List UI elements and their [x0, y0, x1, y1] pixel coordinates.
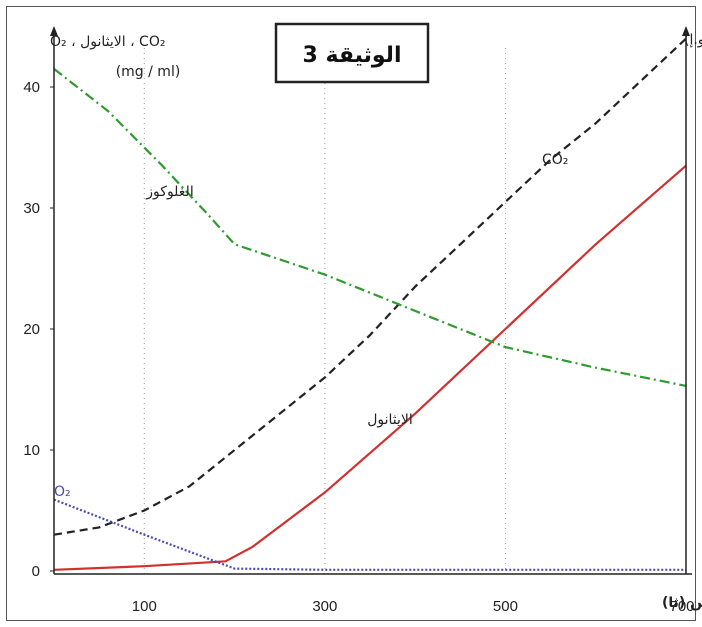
y-tick-label-40: 40	[23, 79, 40, 96]
tick-labels: 0 10 20 30 40 100 300 500 700	[23, 79, 694, 615]
y-axis-left-arrow	[50, 26, 58, 36]
x-axis-label: الزمن (ثا)	[662, 595, 702, 611]
chart-title: الوثيقة 3	[303, 43, 402, 68]
series-label-co2: CO₂	[542, 152, 568, 168]
y-tick-label-10: 10	[23, 442, 40, 459]
series-layer	[53, 37, 687, 571]
x-tick-label-500: 500	[493, 598, 518, 615]
y-tick-label-20: 20	[23, 321, 40, 338]
x-tick-label-100: 100	[132, 598, 157, 615]
chart-frame	[6, 6, 696, 621]
left-axis-unit: (mg / ml)	[116, 64, 181, 80]
y-axis-right-arrow	[682, 26, 690, 36]
series-label-glucose: الغلوكوز	[145, 184, 193, 200]
x-tick-label-700: 700	[669, 598, 694, 615]
x-tick-label-300: 300	[312, 598, 337, 615]
series-label-ethanol: الايثانول	[367, 412, 413, 428]
series-label-o2: O₂	[54, 484, 71, 500]
y-tick-label-30: 30	[23, 200, 40, 217]
axes	[50, 26, 692, 575]
title-box	[274, 22, 430, 84]
series-line-1	[53, 164, 687, 571]
left-axis-label: O₂ ، الايثانول ، CO₂	[50, 34, 165, 50]
series-line-2	[53, 68, 687, 387]
series-line-3	[53, 498, 686, 571]
right-axis-label: الغلوكوز(و.إ)	[684, 32, 702, 48]
series-line-0	[53, 37, 687, 536]
y-tick-label-0: 0	[32, 563, 40, 580]
